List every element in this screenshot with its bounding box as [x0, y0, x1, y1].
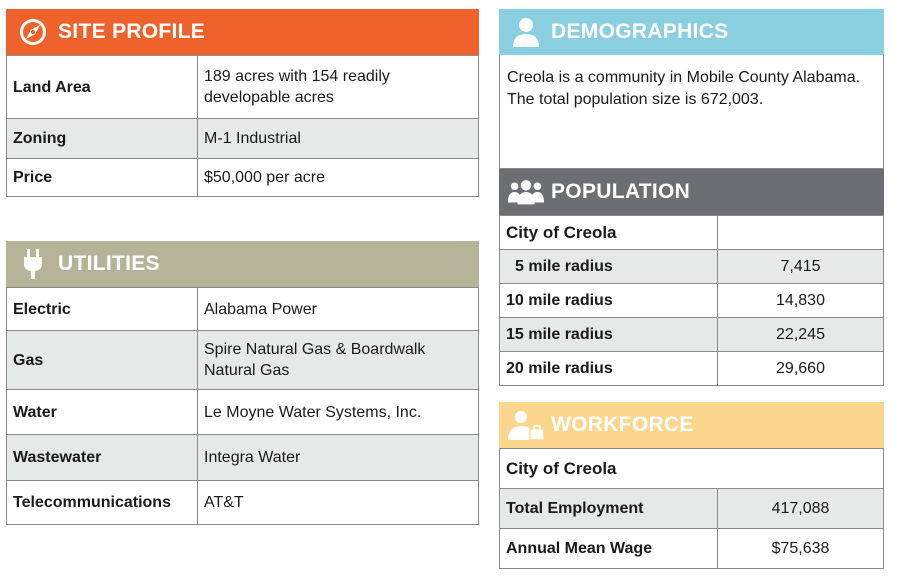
row-value: Spire Natural Gas & Boardwalk Natural Ga…: [197, 330, 479, 390]
row-value: 189 acres with 154 readily developable a…: [197, 55, 479, 119]
table-row: 5 mile radius 7,415: [499, 249, 884, 284]
table-row: Telecommunications AT&T: [6, 480, 479, 525]
workforce-table: City of Creola Total Employment 417,088 …: [499, 448, 884, 569]
row-label: 20 mile radius: [499, 351, 718, 386]
site-profile-table: Land Area 189 acres with 154 readily dev…: [6, 55, 479, 197]
row-label: 5 mile radius: [499, 249, 718, 284]
row-label: Wastewater: [6, 434, 198, 481]
row-value: M-1 Industrial: [197, 118, 479, 159]
row-value: Le Moyne Water Systems, Inc.: [197, 389, 479, 435]
row-value: Integra Water: [197, 434, 479, 481]
table-row: Land Area 189 acres with 154 readily dev…: [6, 55, 479, 119]
population-panel: POPULATION City of Creola 5 mile radius …: [499, 169, 884, 386]
table-row: 20 mile radius 29,660: [499, 351, 884, 386]
demographics-title: DEMOGRAPHICS: [551, 20, 729, 43]
table-row: 10 mile radius 14,830: [499, 283, 884, 318]
demographics-text: Creola is a community in Mobile County A…: [499, 55, 884, 169]
row-value: AT&T: [197, 480, 479, 525]
site-profile-title: SITE PROFILE: [58, 20, 206, 43]
row-value: 14,830: [717, 283, 884, 318]
table-row: Electric Alabama Power: [6, 287, 479, 331]
population-header: POPULATION: [499, 169, 884, 215]
table-row: Total Employment 417,088: [499, 488, 884, 529]
row-value: 7,415: [717, 249, 884, 284]
row-label: Total Employment: [499, 488, 718, 529]
row-label: Zoning: [6, 118, 198, 159]
site-profile-header: SITE PROFILE: [6, 9, 479, 55]
row-label: Gas: [6, 330, 198, 390]
table-row: 15 mile radius 22,245: [499, 317, 884, 352]
row-label: 10 mile radius: [499, 283, 718, 318]
compass-icon: [14, 13, 52, 51]
row-value: $75,638: [717, 528, 884, 569]
table-row: Water Le Moyne Water Systems, Inc.: [6, 389, 479, 435]
row-label: 15 mile radius: [499, 317, 718, 352]
table-row: City of Creola: [499, 448, 884, 489]
row-label: Annual Mean Wage: [499, 528, 718, 569]
utilities-panel: UTILITIES Electric Alabama Power Gas Spi…: [6, 241, 479, 525]
site-profile-panel: SITE PROFILE Land Area 189 acres with 15…: [6, 9, 479, 197]
population-table: City of Creola 5 mile radius 7,415 10 mi…: [499, 215, 884, 386]
workforce-panel: WORKFORCE City of Creola Total Employmen…: [499, 402, 884, 569]
row-value: Alabama Power: [197, 287, 479, 331]
demographics-header: DEMOGRAPHICS: [499, 9, 884, 55]
row-value: $50,000 per acre: [197, 158, 479, 197]
utilities-title: UTILITIES: [58, 252, 160, 275]
row-label: Electric: [6, 287, 198, 331]
row-value: 22,245: [717, 317, 884, 352]
workforce-header: WORKFORCE: [499, 402, 884, 448]
row-value: 417,088: [717, 488, 884, 529]
table-row: Wastewater Integra Water: [6, 434, 479, 481]
plug-icon: [14, 245, 52, 283]
row-label: Water: [6, 389, 198, 435]
row-label: Land Area: [6, 55, 198, 119]
row-label: Telecommunications: [6, 480, 198, 525]
population-subtitle: City of Creola: [499, 215, 718, 250]
workforce-title: WORKFORCE: [551, 413, 694, 436]
table-row: Gas Spire Natural Gas & Boardwalk Natura…: [6, 330, 479, 390]
row-value: 29,660: [717, 351, 884, 386]
utilities-header: UTILITIES: [6, 241, 479, 287]
group-icon: [507, 173, 545, 211]
empty-cell: [717, 215, 884, 250]
table-row: Zoning M-1 Industrial: [6, 118, 479, 159]
workforce-subtitle: City of Creola: [499, 448, 884, 489]
row-label: Price: [6, 158, 198, 197]
table-row: City of Creola: [499, 215, 884, 250]
utilities-table: Electric Alabama Power Gas Spire Natural…: [6, 287, 479, 525]
worker-icon: [507, 406, 545, 444]
person-icon: [507, 13, 545, 51]
population-title: POPULATION: [551, 180, 691, 203]
demographics-panel: DEMOGRAPHICS Creola is a community in Mo…: [499, 9, 884, 169]
table-row: Price $50,000 per acre: [6, 158, 479, 197]
table-row: Annual Mean Wage $75,638: [499, 528, 884, 569]
